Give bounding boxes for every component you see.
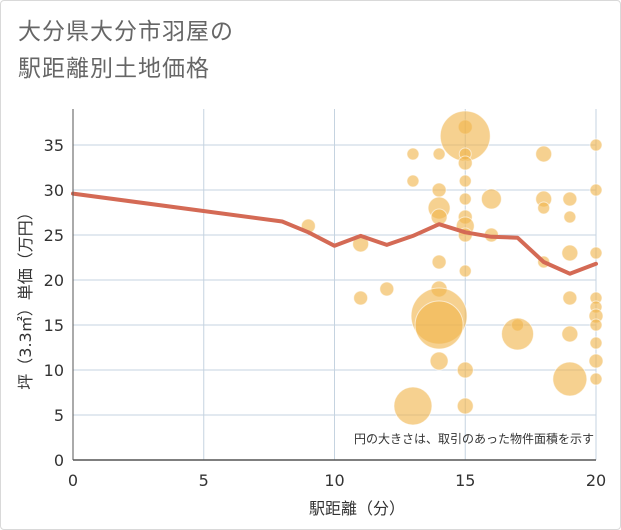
data-point-21: [458, 192, 472, 206]
bubble-size-note: 円の大きさは、取引のあった物件面積を示す: [354, 431, 594, 446]
data-point-7: [432, 147, 446, 161]
x-tick-label-2: 10: [324, 471, 344, 490]
data-point-48: [589, 318, 603, 332]
data-point-42: [589, 138, 603, 152]
y-tick-label-2: 10: [44, 361, 64, 380]
data-point-25: [458, 264, 472, 278]
data-point-3: [379, 281, 395, 297]
data-point-49: [589, 336, 603, 350]
axes: [72, 109, 596, 461]
data-point-19: [457, 155, 473, 171]
data-point-44: [589, 246, 603, 260]
data-point-8: [431, 182, 447, 198]
x-tick-label-0: 0: [68, 471, 78, 490]
y-tick-label-7: 35: [44, 136, 64, 155]
bubble-series: [300, 110, 604, 426]
chart-title-line-2: 駅距離別土地価格: [18, 56, 210, 82]
data-point-41: [552, 361, 588, 397]
data-point-14: [414, 300, 464, 350]
chart-title-line-1: 大分県大分市羽屋の: [18, 19, 234, 45]
data-point-37: [563, 210, 577, 224]
y-tick-label-6: 30: [44, 181, 64, 200]
data-point-43: [589, 183, 603, 197]
data-point-50: [588, 353, 604, 369]
y-tick-label-3: 15: [44, 316, 64, 335]
y-tick-label-5: 25: [44, 226, 64, 245]
data-point-36: [562, 191, 578, 207]
y-axis-label: 坪（3.3㎡）単価（万円）: [16, 204, 35, 389]
data-point-27: [456, 397, 474, 415]
data-point-11: [431, 254, 447, 270]
data-point-51: [589, 372, 603, 386]
data-point-2: [353, 290, 369, 306]
x-tick-label-3: 15: [455, 471, 475, 490]
y-tick-label-0: 0: [54, 451, 64, 470]
data-point-5: [406, 174, 420, 188]
x-tick-label-1: 5: [199, 471, 209, 490]
data-point-4: [406, 147, 420, 161]
data-point-34: [537, 201, 551, 215]
y-tick-label-4: 20: [44, 271, 64, 290]
data-point-28: [480, 188, 502, 210]
chart-title: 大分県大分市羽屋の 駅距離別土地価格: [18, 14, 234, 88]
x-axis-label: 駅距離（分）: [309, 499, 405, 518]
x-tick-labels: 0 5 10 15 20: [68, 471, 606, 490]
data-point-39: [562, 290, 578, 306]
average-price-line: [71, 191, 598, 276]
y-tick-labels: 0 5 10 15 20 25 30 35: [44, 136, 64, 470]
data-point-31: [501, 317, 535, 351]
data-point-26: [456, 361, 474, 379]
y-tick-label-1: 5: [54, 406, 64, 425]
data-point-6: [393, 386, 433, 426]
x-tick-label-4: 20: [586, 471, 606, 490]
grid-lines: [72, 109, 597, 461]
data-point-40: [561, 325, 579, 343]
data-point-32: [535, 145, 553, 163]
data-point-20: [458, 174, 472, 188]
data-point-38: [561, 244, 579, 262]
data-point-15: [429, 351, 449, 371]
